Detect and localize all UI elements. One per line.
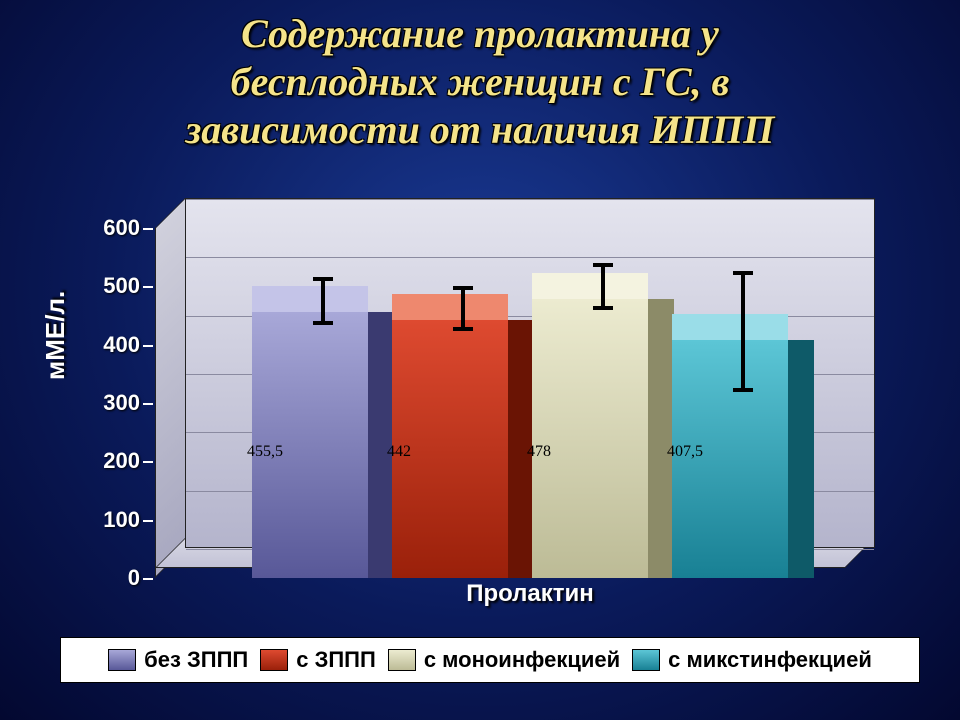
y-tick-label: 100 [80, 507, 140, 533]
error-cap [733, 388, 753, 392]
error-bar [321, 279, 325, 323]
bar-side [648, 299, 674, 578]
legend-label: с ЗППП [296, 647, 376, 673]
x-axis-title: Пролактин [185, 580, 875, 608]
legend-item-2: с моноинфекцией [388, 647, 620, 673]
y-tick-label: 400 [80, 332, 140, 358]
y-tick [143, 403, 153, 405]
title-line-1: Содержание пролактина у [241, 11, 719, 56]
legend-swatch [632, 649, 660, 671]
chart-panel-leftwall [155, 198, 185, 578]
y-tick [143, 345, 153, 347]
legend-item-0: без ЗППП [108, 647, 248, 673]
legend-label: без ЗППП [144, 647, 248, 673]
bar-top [252, 286, 368, 312]
legend-swatch [108, 649, 136, 671]
title-line-2: бесплодных женщин с ГС, в [231, 59, 730, 104]
legend-swatch [388, 649, 416, 671]
error-cap [733, 271, 753, 275]
error-cap [593, 306, 613, 310]
bar-value-label: 455,5 [247, 443, 389, 461]
y-axis-title: мМЕ/л. [40, 291, 71, 380]
y-tick [143, 286, 153, 288]
bar-top [532, 273, 648, 299]
y-tick [143, 520, 153, 522]
error-bar [461, 288, 465, 329]
legend-label: с микстинфекцией [668, 647, 872, 673]
error-cap [453, 327, 473, 331]
gridline [186, 257, 874, 258]
y-tick-label: 500 [80, 273, 140, 299]
bar-top [392, 294, 508, 320]
error-cap [453, 286, 473, 290]
y-tick-label: 600 [80, 215, 140, 241]
error-cap [313, 321, 333, 325]
error-cap [593, 263, 613, 267]
y-tick [143, 578, 153, 580]
chart-title: Содержание пролактина у бесплодных женщи… [50, 10, 910, 154]
legend: без ЗППП с ЗППП с моноинфекцией с микстинфе… [60, 637, 920, 683]
bar-front [532, 299, 648, 578]
legend-item-3: с микстинфекцией [632, 647, 872, 673]
bar-value-label: 407,5 [667, 443, 809, 461]
bar-value-label: 442 [387, 443, 529, 461]
title-line-3: зависимости от наличия ИППП [186, 107, 775, 152]
bar-value-label: 478 [527, 443, 669, 461]
legend-label: с моноинфекцией [424, 647, 620, 673]
y-tick-label: 0 [80, 565, 140, 591]
error-bar [741, 273, 745, 390]
bar-top [672, 314, 788, 340]
legend-item-1: с ЗППП [260, 647, 376, 673]
y-tick-label: 200 [80, 448, 140, 474]
error-bar [601, 265, 605, 309]
error-cap [313, 277, 333, 281]
y-tick [143, 461, 153, 463]
legend-swatch [260, 649, 288, 671]
y-tick [143, 228, 153, 230]
y-tick-label: 300 [80, 390, 140, 416]
gridline [186, 199, 874, 200]
